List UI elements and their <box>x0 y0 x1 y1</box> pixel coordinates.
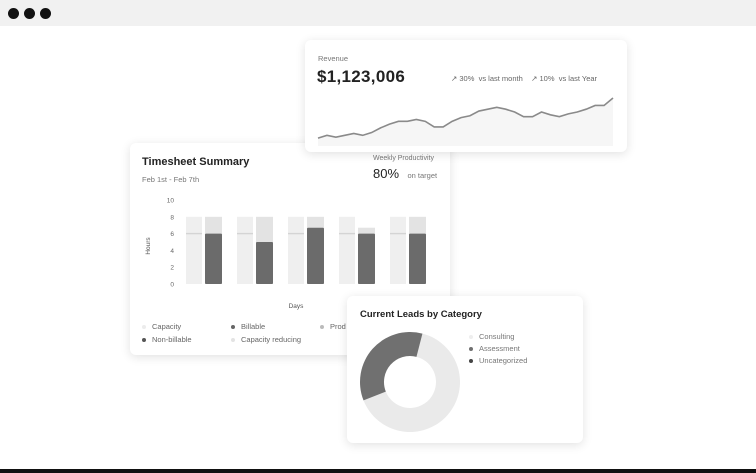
revenue-label: Revenue <box>318 54 349 63</box>
legend-dot <box>469 335 473 340</box>
sparkline-line <box>317 97 614 139</box>
billable-bar <box>307 227 324 284</box>
capacity-reducing-line <box>288 232 304 235</box>
window-titlebar <box>0 0 756 26</box>
y-tick-label: 8 <box>170 214 174 221</box>
stat-month-pct: 30% <box>459 74 475 83</box>
y-tick-label: 0 <box>170 282 174 289</box>
y-tick-label: 6 <box>170 231 174 238</box>
trend-up-icon: ↗ <box>531 74 538 83</box>
y-axis-label: Hours <box>145 237 152 255</box>
productivity-label: Weekly Productivity <box>373 155 434 162</box>
timesheet-range: Feb 1st - Feb 7th <box>142 175 200 184</box>
sparkline-area <box>318 98 613 146</box>
y-tick-label: 4 <box>170 248 174 255</box>
timesheet-bar-chart: 0 2 4 6 8 10 Hours Days <box>145 198 426 310</box>
legend-item: Non-billable <box>142 335 192 344</box>
capacity-reducing-line <box>390 232 406 235</box>
productivity-suffix: on target <box>407 171 438 180</box>
legend-label: Assessment <box>479 344 520 353</box>
capacity-bar <box>186 216 202 284</box>
legend-item: Billable <box>231 322 265 331</box>
legend-label: Billable <box>241 322 266 331</box>
revenue-card: Revenue $1,123,006 ↗ 30% vs last month ↗… <box>305 40 627 152</box>
billable-bar <box>358 233 375 284</box>
capacity-bar <box>237 216 253 284</box>
productivity-value: 80% <box>373 166 400 181</box>
stat-month-text: vs last month <box>478 74 523 83</box>
billable-bar <box>205 233 222 284</box>
leads-card: Current Leads by Category Consulting Asse… <box>347 296 583 443</box>
legend-item: Prod <box>320 322 346 331</box>
donut-slice-assessment <box>360 332 423 401</box>
legend-label: Non-billable <box>152 335 192 344</box>
legend-item: Uncategorized <box>469 356 527 365</box>
legend-dot <box>142 325 146 330</box>
legend-item: Capacity <box>142 322 181 331</box>
legend-dot <box>469 347 473 352</box>
bottom-border <box>0 469 756 473</box>
capacity-reducing-line <box>339 232 355 235</box>
timesheet-card: Timesheet Summary Feb 1st - Feb 7th Week… <box>130 143 450 355</box>
timesheet-title: Timesheet Summary <box>142 156 250 168</box>
revenue-value: $1,123,006 <box>317 67 406 86</box>
legend-label: Capacity reducing <box>241 335 302 344</box>
revenue-sparkline <box>317 97 614 146</box>
window-minimize-button[interactable] <box>24 8 35 19</box>
stat-year-text: vs last Year <box>558 74 598 83</box>
donut-slice-consulting <box>363 333 461 432</box>
capacity-reducing-line <box>237 232 253 235</box>
legend-dot <box>231 338 235 343</box>
legend-label: Uncategorized <box>479 356 528 365</box>
x-axis-label: Days <box>289 303 305 310</box>
trend-up-icon: ↗ <box>451 74 458 83</box>
legend-item: Assessment <box>469 344 520 353</box>
capacity-reducing-line <box>186 232 202 235</box>
stat-year-pct: 10% <box>539 74 555 83</box>
legend-dot <box>469 359 473 364</box>
y-tick-label: 2 <box>170 265 174 272</box>
legend-label: Consulting <box>479 332 515 341</box>
y-tick-label: 10 <box>167 198 175 205</box>
capacity-bar <box>390 216 406 284</box>
capacity-bar <box>339 216 355 284</box>
window-maximize-button[interactable] <box>40 8 51 19</box>
legend-item: Capacity reducing <box>231 335 301 344</box>
legend-dot <box>231 325 235 330</box>
legend-label: Capacity <box>152 322 182 331</box>
billable-bar <box>409 233 426 284</box>
leads-donut-chart <box>360 332 461 432</box>
legend-dot <box>142 338 146 343</box>
legend-dot <box>320 325 324 330</box>
legend-item: Consulting <box>469 332 514 341</box>
billable-bar <box>256 242 273 284</box>
window-close-button[interactable] <box>8 8 19 19</box>
capacity-bar <box>288 216 304 284</box>
leads-title: Current Leads by Category <box>360 309 482 320</box>
legend-label: Prod <box>330 322 346 331</box>
